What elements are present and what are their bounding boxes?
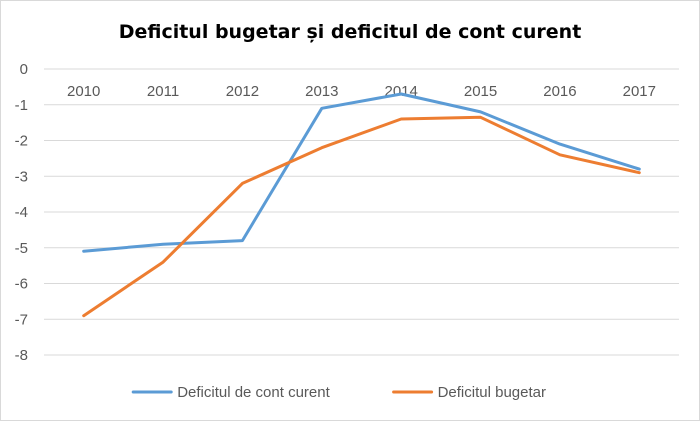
x-tick-label: 2010 <box>67 83 100 100</box>
x-axis-ticks: 2010 2011 2012 2013 2014 2015 2016 2017 <box>67 83 656 100</box>
x-tick-label: 2011 <box>147 83 179 100</box>
legend: Deficitul de cont curent Deficitul bugeta… <box>131 384 546 401</box>
legend-label-1: Deficitul de cont curent <box>177 384 330 401</box>
y-tick-label: -1 <box>15 97 28 114</box>
legend-label-2: Deficitul bugetar <box>438 384 546 401</box>
y-axis-ticks: 0 -1 -2 -3 -4 -5 -6 -7 -8 <box>15 61 28 364</box>
x-tick-label: 2017 <box>623 83 656 100</box>
series-lines <box>82 92 641 318</box>
chart-title: Deficitul bugetar și deficitul de cont c… <box>119 21 582 43</box>
gridlines <box>44 68 679 356</box>
x-tick-label: 2015 <box>464 83 497 100</box>
x-tick-label: 2012 <box>226 83 259 100</box>
y-tick-label: -5 <box>15 240 28 257</box>
y-tick-label: -7 <box>15 311 28 328</box>
series-line-2 <box>82 115 641 318</box>
y-tick-label: -3 <box>15 168 28 185</box>
x-tick-label: 2013 <box>305 83 338 100</box>
series-line-1 <box>82 92 641 253</box>
y-tick-label: -8 <box>15 347 28 364</box>
y-tick-label: -6 <box>15 276 28 293</box>
y-tick-label: 0 <box>20 61 28 78</box>
x-tick-label: 2016 <box>543 83 576 100</box>
y-tick-label: -2 <box>15 133 28 150</box>
y-tick-label: -4 <box>15 204 28 221</box>
